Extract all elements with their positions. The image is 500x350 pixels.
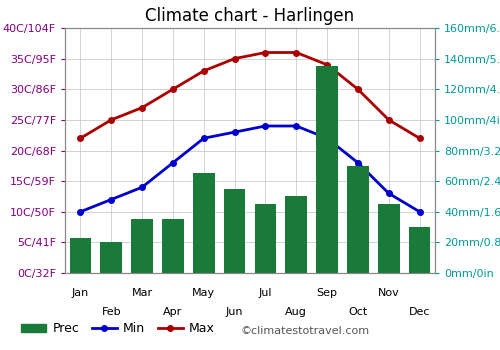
Bar bbox=[100, 243, 122, 273]
Text: Jul: Jul bbox=[258, 288, 272, 298]
Bar bbox=[70, 238, 91, 273]
Bar bbox=[193, 174, 214, 273]
Text: Mar: Mar bbox=[132, 288, 152, 298]
Text: Jan: Jan bbox=[72, 288, 89, 298]
Text: Apr: Apr bbox=[164, 307, 182, 317]
Title: Climate chart - Harlingen: Climate chart - Harlingen bbox=[146, 7, 354, 25]
Text: Aug: Aug bbox=[286, 307, 307, 317]
Legend: Prec, Min, Max: Prec, Min, Max bbox=[16, 317, 220, 340]
Text: May: May bbox=[192, 288, 216, 298]
Bar bbox=[347, 166, 368, 273]
Text: Oct: Oct bbox=[348, 307, 368, 317]
Bar bbox=[286, 196, 307, 273]
Text: Feb: Feb bbox=[102, 307, 121, 317]
Text: Jun: Jun bbox=[226, 307, 244, 317]
Bar bbox=[162, 219, 184, 273]
Bar bbox=[378, 204, 400, 273]
Bar bbox=[224, 189, 246, 273]
Bar bbox=[316, 66, 338, 273]
Text: Sep: Sep bbox=[316, 288, 338, 298]
Bar bbox=[254, 204, 276, 273]
Text: Dec: Dec bbox=[409, 307, 430, 317]
Text: ©climatestotravel.com: ©climatestotravel.com bbox=[240, 326, 369, 336]
Bar bbox=[132, 219, 153, 273]
Text: Nov: Nov bbox=[378, 288, 400, 298]
Bar bbox=[409, 227, 430, 273]
